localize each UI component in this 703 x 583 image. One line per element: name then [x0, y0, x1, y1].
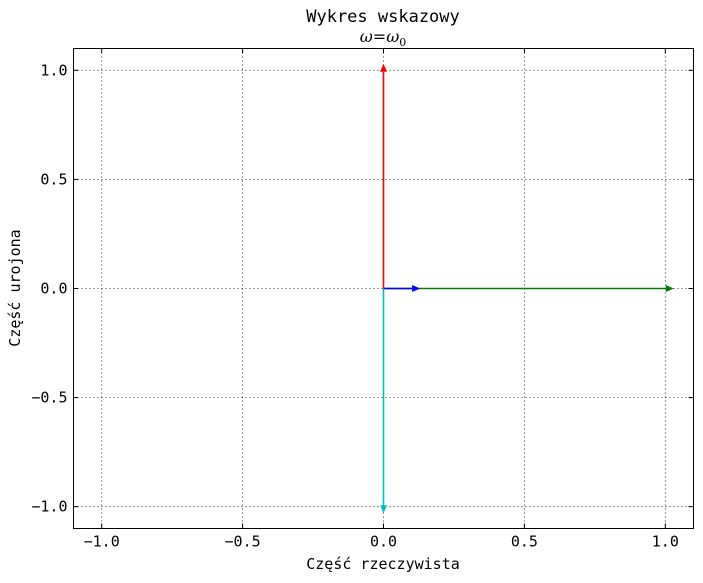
x-tick-label: −0.5 — [225, 533, 261, 551]
x-tick-label: 0.0 — [370, 533, 397, 551]
x-tick-label: 1.0 — [652, 533, 679, 551]
phasor-arrowhead — [380, 63, 387, 72]
phasor-arrowhead — [665, 285, 674, 292]
axis-ticks — [73, 48, 694, 529]
subtitle-omega: ω — [360, 27, 373, 46]
x-tick-label: −1.0 — [84, 533, 120, 551]
y-tick-label: −1.0 — [31, 498, 67, 516]
chart-title: Wykres wskazowy — [306, 7, 460, 27]
phasor-vectors — [380, 63, 674, 514]
y-tick-label: 1.0 — [40, 61, 67, 79]
subtitle-subscript: 0 — [399, 36, 406, 49]
chart-subtitle: ω=ω0 — [360, 27, 407, 49]
y-tick-label: 0.0 — [40, 280, 67, 298]
y-tick-label: −0.5 — [31, 389, 67, 407]
subtitle-equals: = — [373, 27, 386, 46]
phasor-arrowhead — [380, 505, 387, 514]
y-axis-label: Część urojona — [6, 229, 24, 346]
x-axis-label: Część rzeczywista — [306, 555, 460, 573]
plot-frame — [73, 48, 694, 529]
phasor-arrowhead — [412, 285, 421, 292]
x-tick-labels: −1.0 −0.5 0.0 0.5 1.0 — [84, 533, 679, 551]
y-tick-label: 0.5 — [40, 170, 67, 188]
y-tick-labels: 1.0 0.5 0.0 −0.5 −1.0 — [31, 61, 67, 515]
subtitle-omega-rhs: ω — [386, 27, 399, 46]
x-tick-label: 0.5 — [511, 533, 538, 551]
